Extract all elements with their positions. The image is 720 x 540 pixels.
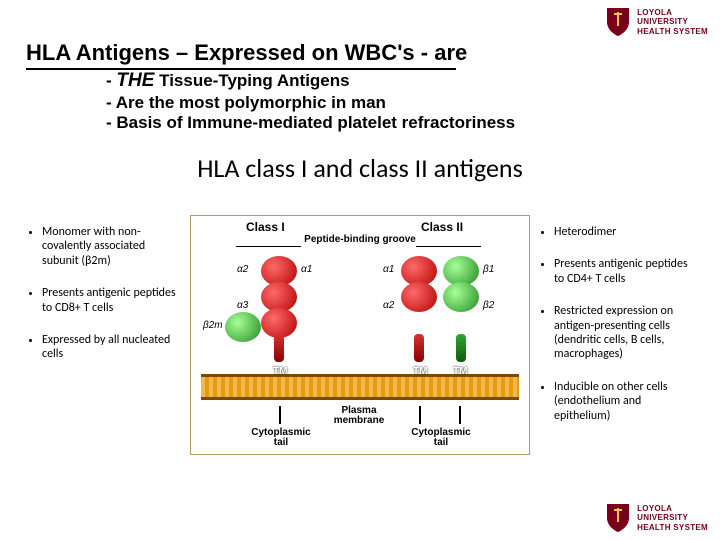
- tm-label: TM: [453, 366, 467, 377]
- list-item: Heterodimer: [554, 225, 695, 239]
- list-item: Presents antigenic peptides to CD8+ T ce…: [42, 286, 183, 315]
- lbl-a2: α2: [237, 264, 248, 275]
- cyto-tail-line: [459, 406, 461, 424]
- beta2m: [225, 312, 261, 338]
- list-item: Expressed by all nucleated cells: [42, 333, 183, 362]
- tm-label: TM: [273, 366, 287, 377]
- class2-beta-chain: [443, 256, 479, 362]
- list-item: Presents antigenic peptides to CD4+ T ce…: [554, 257, 695, 286]
- cyto-tail-line: [419, 406, 421, 424]
- domain-b2m: [225, 312, 261, 342]
- class2-alpha-chain: [401, 256, 437, 362]
- class1-info: Monomer with non-covalently associated s…: [28, 225, 183, 380]
- tm-segment: [274, 334, 284, 362]
- plasma-membrane: [201, 374, 519, 400]
- subhead-1-rest: Tissue-Typing Antigens: [154, 71, 349, 90]
- subhead-1: - THE Tissue-Typing Antigens: [106, 70, 350, 92]
- logo-line2: UNIVERSITY: [637, 513, 708, 522]
- tm-segment: [456, 334, 466, 362]
- logo-top: LOYOLA UNIVERSITY HEALTH SYSTEM: [605, 6, 708, 38]
- class1-alpha-chain: [261, 256, 297, 362]
- tm-segment: [414, 334, 424, 362]
- logo-line1: LOYOLA: [637, 504, 708, 513]
- page-title: HLA Antigens – Expressed on WBC's - are: [26, 40, 467, 66]
- list-item: Restricted expression on antigen-present…: [554, 304, 695, 362]
- pbg-line: [416, 246, 481, 247]
- logo-text: LOYOLA UNIVERSITY HEALTH SYSTEM: [637, 8, 708, 36]
- plasma-membrane-label: Plasma membrane: [329, 406, 389, 426]
- shield-icon: [605, 6, 631, 38]
- logo-line1: LOYOLA: [637, 8, 708, 17]
- logo-line2: UNIVERSITY: [637, 17, 708, 26]
- shield-icon: [605, 502, 631, 534]
- class2-label: Class II: [421, 220, 463, 234]
- class1-label: Class I: [246, 220, 285, 234]
- lbl-a1: α1: [383, 264, 394, 275]
- lbl-a1: α1: [301, 264, 312, 275]
- lbl-b2m: β2m: [203, 320, 223, 331]
- logo-bottom: LOYOLA UNIVERSITY HEALTH SYSTEM: [605, 502, 708, 534]
- class2-info: Heterodimer Presents antigenic peptides …: [540, 225, 695, 441]
- cyto-tail-line: [279, 406, 281, 424]
- section-title: HLA class I and class II antigens: [0, 152, 720, 184]
- peptide-binding-groove-label: Peptide-binding groove: [191, 234, 529, 245]
- logo-line3: HEALTH SYSTEM: [637, 27, 708, 36]
- hla-structure-diagram: Class I Class II Peptide-binding groove …: [190, 215, 530, 455]
- lbl-b1: β1: [483, 264, 494, 275]
- subhead-3: - Basis of Immune-mediated platelet refr…: [106, 113, 515, 133]
- lbl-b2: β2: [483, 300, 494, 311]
- cyto-tail-label: Cytoplasmic tail: [246, 428, 316, 448]
- lbl-a3: α3: [237, 300, 248, 311]
- pbg-line: [236, 246, 301, 247]
- tm-label: TM: [413, 366, 427, 377]
- lbl-a2: α2: [383, 300, 394, 311]
- list-item: Monomer with non-covalently associated s…: [42, 225, 183, 268]
- subhead-the: THE: [116, 70, 154, 91]
- cyto-tail-label: Cytoplasmic tail: [406, 428, 476, 448]
- list-item: Inducible on other cells (endothelium an…: [554, 380, 695, 423]
- logo-text: LOYOLA UNIVERSITY HEALTH SYSTEM: [637, 504, 708, 532]
- logo-line3: HEALTH SYSTEM: [637, 523, 708, 532]
- subhead-2: - Are the most polymorphic in man: [106, 93, 386, 113]
